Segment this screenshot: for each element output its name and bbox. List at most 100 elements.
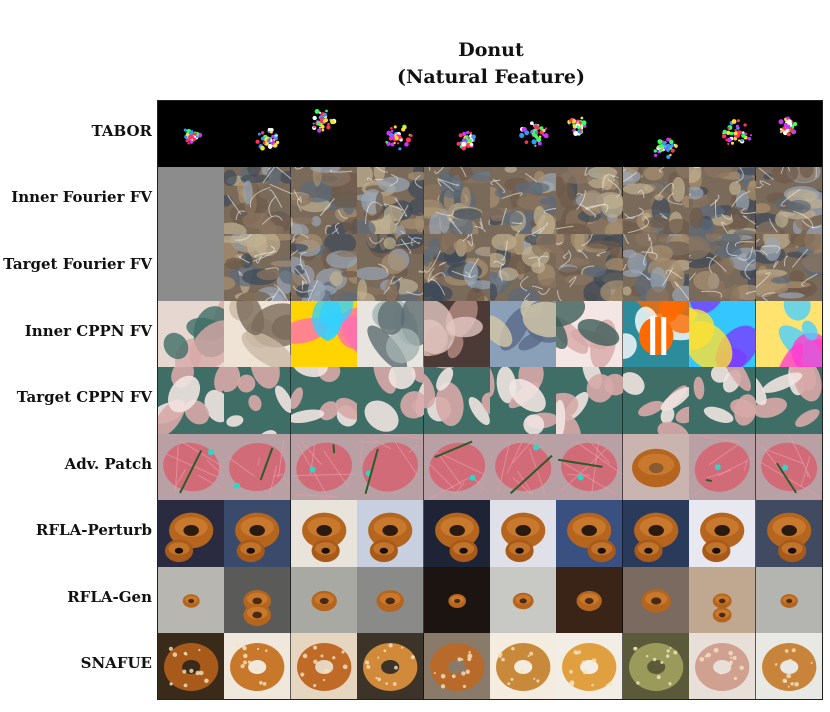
image-tile (158, 567, 225, 633)
image-tile (689, 434, 756, 500)
image-tile (423, 500, 490, 567)
image-tile (755, 301, 822, 367)
image-tile (755, 633, 822, 699)
image-tile (423, 167, 490, 234)
image-tile (556, 633, 623, 699)
image-row (158, 434, 822, 500)
image-tile (689, 633, 756, 699)
image-tile (423, 633, 490, 699)
image-tile (689, 167, 756, 234)
image-tile (556, 434, 623, 500)
image-row (158, 500, 822, 567)
image-tile (357, 434, 424, 500)
image-row (158, 234, 822, 301)
image-tile (489, 633, 557, 699)
image-tile (357, 633, 424, 699)
image-tile (158, 434, 225, 500)
image-row (158, 301, 822, 367)
image-tile (755, 567, 822, 633)
image-tile (290, 167, 358, 234)
image-tile (158, 101, 225, 167)
image-tile (755, 367, 822, 434)
image-tile (224, 167, 291, 234)
row-label-inner-cppn-fv: Inner CPPN FV (24, 322, 152, 340)
image-tile (556, 500, 623, 567)
image-tile (489, 567, 557, 633)
image-grid (157, 100, 823, 700)
image-tile (622, 567, 690, 633)
image-tile (224, 434, 291, 500)
image-tile (158, 367, 225, 434)
image-tile (622, 367, 690, 434)
image-tile (755, 167, 822, 234)
image-tile (224, 633, 291, 699)
image-tile (357, 301, 424, 367)
row-label-rfla-perturb: RFLA-Perturb (35, 521, 152, 539)
image-tile (357, 500, 424, 567)
image-tile (290, 500, 358, 567)
image-row (158, 167, 822, 234)
image-tile (290, 434, 358, 500)
figure-subtitle: (Natural Feature) (397, 66, 585, 88)
image-tile (357, 367, 424, 434)
image-tile (622, 234, 690, 301)
image-tile (290, 633, 358, 699)
image-tile (755, 101, 822, 167)
image-tile (689, 567, 756, 633)
row-label-target-cppn-fv: Target CPPN FV (16, 388, 152, 406)
image-tile (622, 167, 690, 234)
image-tile (290, 367, 358, 434)
image-tile (158, 234, 225, 301)
image-tile (689, 101, 756, 167)
image-tile (357, 567, 424, 633)
image-tile (290, 101, 358, 167)
image-row (158, 367, 822, 434)
image-tile (556, 167, 623, 234)
image-tile (224, 500, 291, 567)
image-tile (489, 434, 557, 500)
image-tile (290, 234, 358, 301)
image-tile (290, 567, 358, 633)
image-tile (622, 101, 690, 167)
image-tile (423, 301, 490, 367)
image-tile (622, 301, 690, 367)
row-label-inner-fourier-fv: Inner Fourier FV (11, 188, 152, 206)
image-tile (489, 367, 557, 434)
image-tile (755, 234, 822, 301)
image-tile (224, 234, 291, 301)
image-tile (423, 367, 490, 434)
image-tile (357, 234, 424, 301)
image-tile (689, 301, 756, 367)
image-tile (423, 101, 490, 167)
image-tile (622, 434, 690, 500)
image-tile (489, 234, 557, 301)
image-tile (158, 633, 225, 699)
image-tile (357, 167, 424, 234)
image-tile (489, 167, 557, 234)
row-label-adv-patch: Adv. Patch (64, 455, 152, 473)
image-row (158, 633, 822, 699)
image-tile (556, 301, 623, 367)
image-tile (489, 301, 557, 367)
image-tile (423, 434, 490, 500)
row-label-target-fourier-fv: Target Fourier FV (3, 255, 152, 273)
image-tile (224, 301, 291, 367)
image-tile (158, 500, 225, 567)
image-tile (556, 101, 623, 167)
image-tile (556, 234, 623, 301)
row-label-snafue: SNAFUE (80, 654, 152, 672)
image-row (158, 567, 822, 633)
image-tile (158, 167, 225, 234)
figure-title: Donut (458, 39, 524, 61)
image-tile (357, 101, 424, 167)
image-tile (689, 500, 756, 567)
image-tile (622, 633, 690, 699)
image-row (158, 101, 822, 167)
row-label-rfla-gen: RFLA-Gen (67, 588, 152, 606)
row-label-tabor: TABOR (91, 122, 152, 140)
image-tile (622, 500, 690, 567)
image-tile (489, 101, 557, 167)
image-tile (556, 567, 623, 633)
image-tile (755, 500, 822, 567)
image-tile (290, 301, 358, 367)
